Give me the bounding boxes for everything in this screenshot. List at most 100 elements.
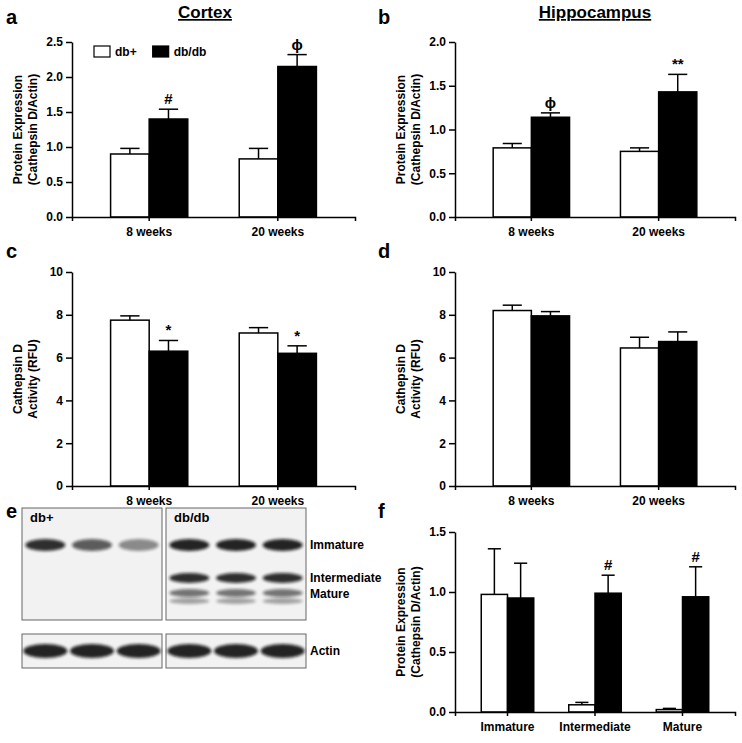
y-axis: 0.00.51.01.52.02.5 [46, 35, 72, 224]
y-tick-mark [66, 443, 72, 445]
bar [595, 593, 621, 712]
y-tick-label: 1.5 [429, 79, 446, 93]
y-tick: 0.5 [429, 167, 455, 181]
y-tick-label: 0.5 [46, 175, 63, 189]
y-tick: 8 [439, 308, 455, 322]
error-bar [541, 113, 560, 117]
y-tick-mark [449, 129, 455, 131]
actin-band [167, 644, 211, 658]
y-axis-line [72, 43, 74, 218]
y-tick-label: 8 [56, 308, 63, 322]
panel-label: e [6, 500, 17, 522]
error-bar-cap [287, 54, 306, 56]
legend-label: db/db [174, 45, 207, 59]
blot-band [216, 539, 256, 551]
error-bar [663, 708, 676, 709]
error-bar [249, 148, 268, 159]
error-bar-cap [159, 108, 178, 110]
error-bar [287, 55, 306, 67]
actin-band [261, 644, 305, 658]
x-tick-mark [277, 486, 279, 490]
significance-mark: ϕ [545, 94, 556, 111]
y-tick-label: 10 [433, 265, 447, 279]
y-tick-mark [449, 443, 455, 445]
plot-area [111, 316, 317, 486]
y-axis-title: (Cathepsin D/Actin) [409, 566, 423, 677]
bar [111, 320, 150, 486]
error-bar-cap [249, 327, 268, 329]
y-tick-label: 10 [50, 265, 64, 279]
y-tick-label: 1.0 [429, 123, 446, 137]
x-tick-label: Immature [480, 720, 534, 734]
x-tick-mark [507, 712, 509, 716]
bar [683, 597, 709, 712]
actin-band [214, 644, 258, 658]
bar [149, 351, 188, 486]
error-bar-stem [168, 109, 170, 119]
x-tick: 20 weeks [632, 486, 685, 508]
blot-band [169, 539, 209, 551]
error-bar-stem [296, 55, 298, 67]
panel: c**02468108 weeks20 weeksCathepsin DActi… [6, 240, 356, 508]
y-axis-line [455, 533, 457, 713]
x-tick-mark [277, 217, 279, 221]
y-tick-label: 4 [439, 394, 446, 408]
error-bar-cap [668, 331, 687, 333]
y-tick-label: 0.5 [429, 167, 446, 181]
x-tick-mark [658, 217, 660, 221]
y-axis-title: Protein Expression [394, 75, 408, 184]
bar [278, 353, 317, 486]
x-axis-line [456, 487, 736, 491]
error-bar [287, 346, 306, 353]
error-bar-stem [168, 340, 170, 351]
x-tick-mark [148, 217, 150, 221]
y-tick-label: 0 [56, 479, 63, 493]
legend-swatch [94, 46, 110, 57]
y-axis-title: Cathepsin D [394, 344, 408, 414]
blot-loading-label: Actin [310, 644, 340, 658]
y-tick: 4 [56, 394, 72, 408]
y-axis-line [72, 273, 74, 487]
error-bar-cap [602, 574, 615, 576]
panel-label: d [378, 240, 390, 262]
x-tick-label: 20 weeks [632, 494, 685, 508]
bar [149, 119, 188, 217]
y-tick: 1.5 [46, 105, 72, 119]
bar [278, 67, 317, 218]
x-tick-mark [594, 712, 596, 716]
plot-area [493, 74, 697, 217]
error-bar-cap [541, 311, 560, 313]
error-bar-stem [258, 148, 260, 159]
y-tick-label: 0.0 [46, 210, 63, 224]
blot-frame [22, 508, 162, 620]
bar [493, 311, 531, 486]
y-tick-mark [66, 315, 72, 317]
error-bar-stem [695, 567, 697, 597]
blot-band [216, 598, 256, 604]
bar [659, 92, 697, 217]
y-tick-label: 0.0 [429, 210, 446, 224]
column-title: Hippocampus [539, 3, 651, 22]
y-tick-mark [66, 182, 72, 184]
y-tick-mark [449, 712, 455, 714]
y-tick-label: 1.0 [46, 140, 63, 154]
y-axis-title: (Cathepsin D/Actin) [409, 74, 423, 185]
y-tick-label: 2.5 [46, 35, 63, 49]
error-bar [514, 563, 527, 598]
y-axis-title: Activity (RFU) [26, 339, 40, 418]
y-tick-mark [449, 532, 455, 534]
x-tick-mark [682, 712, 684, 716]
x-tick-label: Intermediate [559, 720, 631, 734]
panel: bϕ**0.00.51.01.52.08 weeks20 weeksProtei… [378, 6, 736, 239]
legend: db+db/db [94, 45, 206, 59]
actin-band [70, 644, 114, 658]
y-tick-label: 6 [439, 351, 446, 365]
actin-frame [166, 634, 306, 668]
y-tick: 1.0 [429, 585, 455, 599]
y-axis-line [455, 273, 457, 487]
y-tick: 0.5 [429, 645, 455, 659]
y-tick-mark [66, 357, 72, 359]
error-bar-stem [129, 148, 131, 154]
y-tick: 1.0 [46, 140, 72, 154]
error-bar [630, 148, 649, 152]
